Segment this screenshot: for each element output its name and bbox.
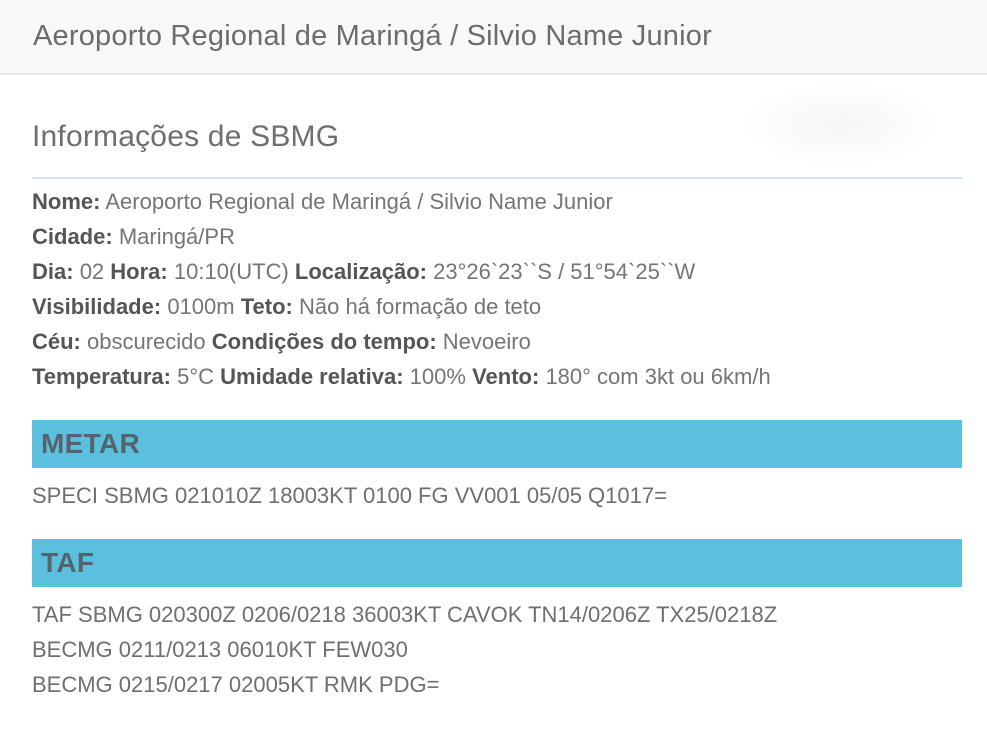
taf-code-line: TAF SBMG 020300Z 0206/0218 36003KT CAVOK… bbox=[32, 602, 778, 627]
taf-code-line: BECMG 0215/0217 02005KT RMK PDG= bbox=[32, 672, 440, 697]
info-value: 180° com 3kt ou 6km/h bbox=[545, 364, 771, 389]
info-value: Nevoeiro bbox=[442, 329, 531, 354]
metar-section: METAR SPECI SBMG 021010Z 18003KT 0100 FG… bbox=[32, 420, 962, 513]
info-line-ceu-condicoes: Céu: obscurecido Condições do tempo: Nev… bbox=[32, 324, 962, 359]
info-label: Teto: bbox=[240, 294, 293, 319]
info-label: Vento: bbox=[472, 364, 540, 389]
taf-header-bar: TAF bbox=[32, 539, 962, 587]
metar-section-title: METAR bbox=[41, 428, 140, 459]
info-label: Localização: bbox=[294, 259, 427, 284]
taf-code-line: BECMG 0211/0213 06010KT FEW030 bbox=[32, 637, 408, 662]
taf-report: TAF SBMG 020300Z 0206/0218 36003KT CAVOK… bbox=[32, 597, 962, 702]
airport-info-block: Nome: Aeroporto Regional de Maringá / Si… bbox=[32, 184, 962, 394]
info-value: Maringá/PR bbox=[118, 224, 235, 249]
info-value: 5°C bbox=[177, 364, 215, 389]
info-value: Aeroporto Regional de Maringá / Silvio N… bbox=[105, 189, 613, 214]
metar-report: SPECI SBMG 021010Z 18003KT 0100 FG VV001… bbox=[32, 478, 962, 513]
info-line-temp-umidade-vento: Temperatura: 5°C Umidade relativa: 100% … bbox=[32, 359, 962, 394]
info-label: Nome: bbox=[32, 189, 101, 214]
info-label: Umidade relativa: bbox=[220, 364, 404, 389]
info-line-dia-hora-localizacao: Dia: 02 Hora: 10:10(UTC) Localização: 23… bbox=[32, 254, 962, 289]
info-label: Visibilidade: bbox=[32, 294, 162, 319]
heading-divider bbox=[32, 177, 962, 179]
info-value: 0100m bbox=[167, 294, 235, 319]
airport-title: Aeroporto Regional de Maringá / Silvio N… bbox=[33, 20, 712, 52]
info-value: 100% bbox=[409, 364, 466, 389]
info-value: 23°26`23``S / 51°54`25``W bbox=[433, 259, 696, 284]
taf-section-title: TAF bbox=[41, 547, 95, 578]
info-value: Não há formação de teto bbox=[298, 294, 542, 319]
info-label: Hora: bbox=[110, 259, 168, 284]
taf-section: TAF TAF SBMG 020300Z 0206/0218 36003KT C… bbox=[32, 539, 962, 702]
info-value: 02 bbox=[79, 259, 105, 284]
window-title-bar: Aeroporto Regional de Maringá / Silvio N… bbox=[0, 0, 987, 75]
info-label: Céu: bbox=[32, 329, 81, 354]
info-label: Condições do tempo: bbox=[211, 329, 437, 354]
main-content: Informações de SBMG Nome: Aeroporto Regi… bbox=[0, 120, 987, 702]
info-line-cidade: Cidade: Maringá/PR bbox=[32, 219, 962, 254]
info-label: Cidade: bbox=[32, 224, 113, 249]
metar-code-line: SPECI SBMG 021010Z 18003KT 0100 FG VV001… bbox=[32, 483, 667, 508]
info-label: Temperatura: bbox=[32, 364, 171, 389]
page-title: Informações de SBMG bbox=[32, 120, 340, 153]
info-value: obscurecido bbox=[87, 329, 206, 354]
metar-header-bar: METAR bbox=[32, 420, 962, 468]
info-label: Dia: bbox=[32, 259, 74, 284]
info-line-visibilidade-teto: Visibilidade: 0100m Teto: Não há formaçã… bbox=[32, 289, 962, 324]
info-line-nome: Nome: Aeroporto Regional de Maringá / Si… bbox=[32, 184, 962, 219]
info-value: 10:10(UTC) bbox=[173, 259, 289, 284]
